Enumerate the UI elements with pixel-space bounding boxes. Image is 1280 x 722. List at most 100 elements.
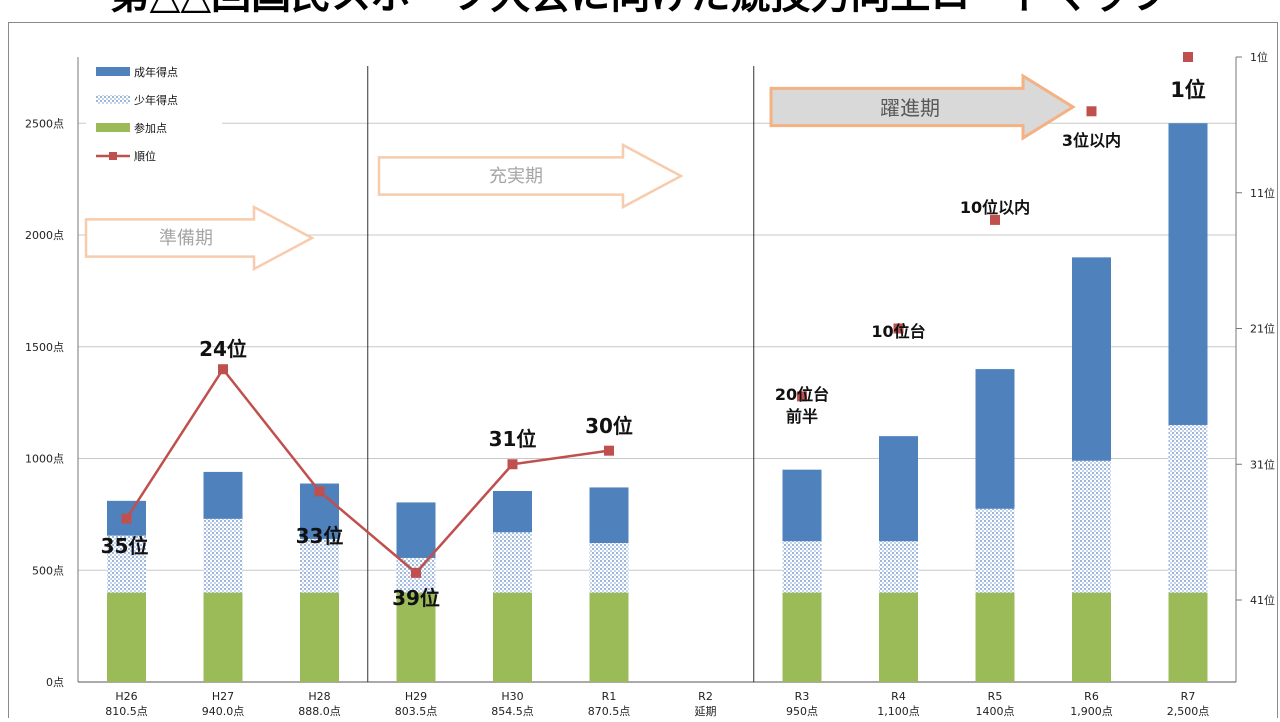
x-tick-label: R2: [698, 690, 713, 703]
y-tick-label-left: 1000点: [25, 453, 64, 466]
bar-R5-s2: [975, 369, 1015, 509]
x-total-label: 810.5点: [105, 705, 148, 718]
legend-label: 順位: [134, 149, 156, 163]
x-total-label: 延期: [695, 705, 717, 718]
bar-H29-s0: [396, 592, 436, 682]
bar-R6-s2: [1072, 257, 1111, 461]
x-total-label: 1,100点: [877, 705, 920, 718]
bar-H28-s1: [300, 538, 339, 593]
bar-R7-s1: [1168, 424, 1208, 593]
rank-label: 20位台: [775, 385, 829, 404]
y-tick-label-right: 21位: [1250, 322, 1275, 336]
y-tick-label-left: 1500点: [25, 341, 64, 354]
rank-target-marker: [1086, 106, 1097, 117]
rank-label: 35位: [101, 534, 149, 558]
rank-target-marker: [1183, 52, 1193, 62]
bar-R3-s2: [782, 469, 822, 542]
x-total-label: 1400点: [976, 705, 1015, 718]
x-total-label: 2,500点: [1167, 705, 1210, 718]
rank-target-marker: [893, 323, 904, 334]
x-total-label: 950点: [786, 705, 818, 718]
x-tick-label: R5: [988, 690, 1003, 703]
phase-arrow-yakushin: [769, 73, 1076, 141]
rank-label: 33位: [296, 524, 344, 548]
y-tick-label-right: 1位: [1250, 50, 1268, 64]
bar-R3-s0: [782, 592, 822, 682]
legend-marker-rank: [109, 152, 117, 160]
bar-R1-s2: [589, 487, 629, 543]
bar-R6-s1: [1072, 460, 1111, 593]
bar-R6-s0: [1072, 592, 1111, 682]
bar-R7-s0: [1168, 592, 1208, 682]
x-total-label: 940.0点: [202, 705, 245, 718]
x-total-label: 888.0点: [298, 705, 341, 718]
x-tick-label: H27: [212, 690, 234, 703]
rank-label: 1位: [1170, 78, 1206, 102]
x-tick-label: R7: [1181, 690, 1196, 703]
rank-label: 39位: [392, 586, 440, 610]
rank-marker: [507, 459, 518, 470]
legend-swatch: [96, 123, 130, 132]
rank-line: [125, 367, 610, 575]
x-tick-label: H28: [308, 690, 330, 703]
rank-label: 31位: [489, 427, 537, 451]
x-total-label: 870.5点: [588, 705, 631, 718]
bar-H27-s0: [203, 592, 243, 682]
rank-label: 10位以内: [960, 198, 1030, 217]
bar-H30-s2: [493, 491, 532, 533]
bar-R1-s1: [589, 542, 629, 593]
legend-swatch: [96, 67, 130, 76]
bar-H28-s0: [300, 592, 339, 682]
rank-marker: [121, 513, 132, 524]
x-total-label: 803.5点: [395, 705, 438, 718]
rank-marker: [218, 364, 228, 375]
bar-H26-s0: [107, 592, 146, 682]
bar-R4-s1: [879, 541, 918, 593]
phase-label: 躍進期: [880, 96, 940, 120]
legend-label: 成年得点: [134, 65, 178, 79]
bar-R5-s0: [975, 592, 1015, 682]
y-tick-label-right: 31位: [1250, 457, 1275, 471]
y-tick-label-left: 0点: [46, 676, 64, 689]
rank-label: 3位以内: [1062, 131, 1121, 150]
phase-arrow-junbi: [84, 204, 315, 272]
bar-H26-s1: [107, 535, 146, 593]
y-tick-label-left: 500点: [32, 564, 64, 577]
rank-target-marker: [797, 391, 807, 402]
legend-swatch: [96, 95, 130, 104]
bar-R7-s2: [1168, 123, 1208, 425]
x-tick-label: R4: [891, 690, 906, 703]
y-tick-label-right: 41位: [1250, 593, 1275, 607]
bar-R4-s0: [879, 592, 918, 682]
x-tick-label: H26: [115, 690, 137, 703]
rank-marker: [314, 486, 325, 497]
x-tick-label: R1: [602, 690, 617, 703]
bar-H30-s0: [493, 592, 532, 682]
rank-label: 30位: [585, 414, 633, 438]
bar-R4-s2: [879, 436, 918, 542]
rank-target-marker: [990, 214, 1000, 225]
rank-marker: [604, 445, 614, 456]
phase-label: 準備期: [159, 228, 213, 249]
bar-R5-s1: [975, 508, 1015, 593]
chart-frame: [8, 22, 1278, 718]
x-tick-label: H30: [501, 690, 523, 703]
bar-H29-s2: [396, 502, 436, 558]
x-total-label: 854.5点: [491, 705, 534, 718]
rank-label: 前半: [786, 407, 818, 426]
legend-box: [86, 57, 222, 174]
x-total-label: 1,900点: [1070, 705, 1113, 718]
phase-arrow-jujitsu: [377, 142, 684, 210]
x-tick-label: R6: [1084, 690, 1099, 703]
bar-R1-s0: [589, 592, 629, 682]
y-tick-label-left: 2500点: [25, 117, 64, 130]
bar-R3-s1: [782, 541, 822, 593]
bar-H27-s2: [203, 471, 243, 519]
y-tick-label-left: 2000点: [25, 229, 64, 242]
phase-label: 充実期: [489, 166, 543, 187]
rank-label: 24位: [199, 337, 247, 361]
y-tick-label-right: 11位: [1250, 186, 1275, 200]
legend-label: 参加点: [134, 121, 167, 135]
bar-H27-s1: [203, 518, 243, 593]
